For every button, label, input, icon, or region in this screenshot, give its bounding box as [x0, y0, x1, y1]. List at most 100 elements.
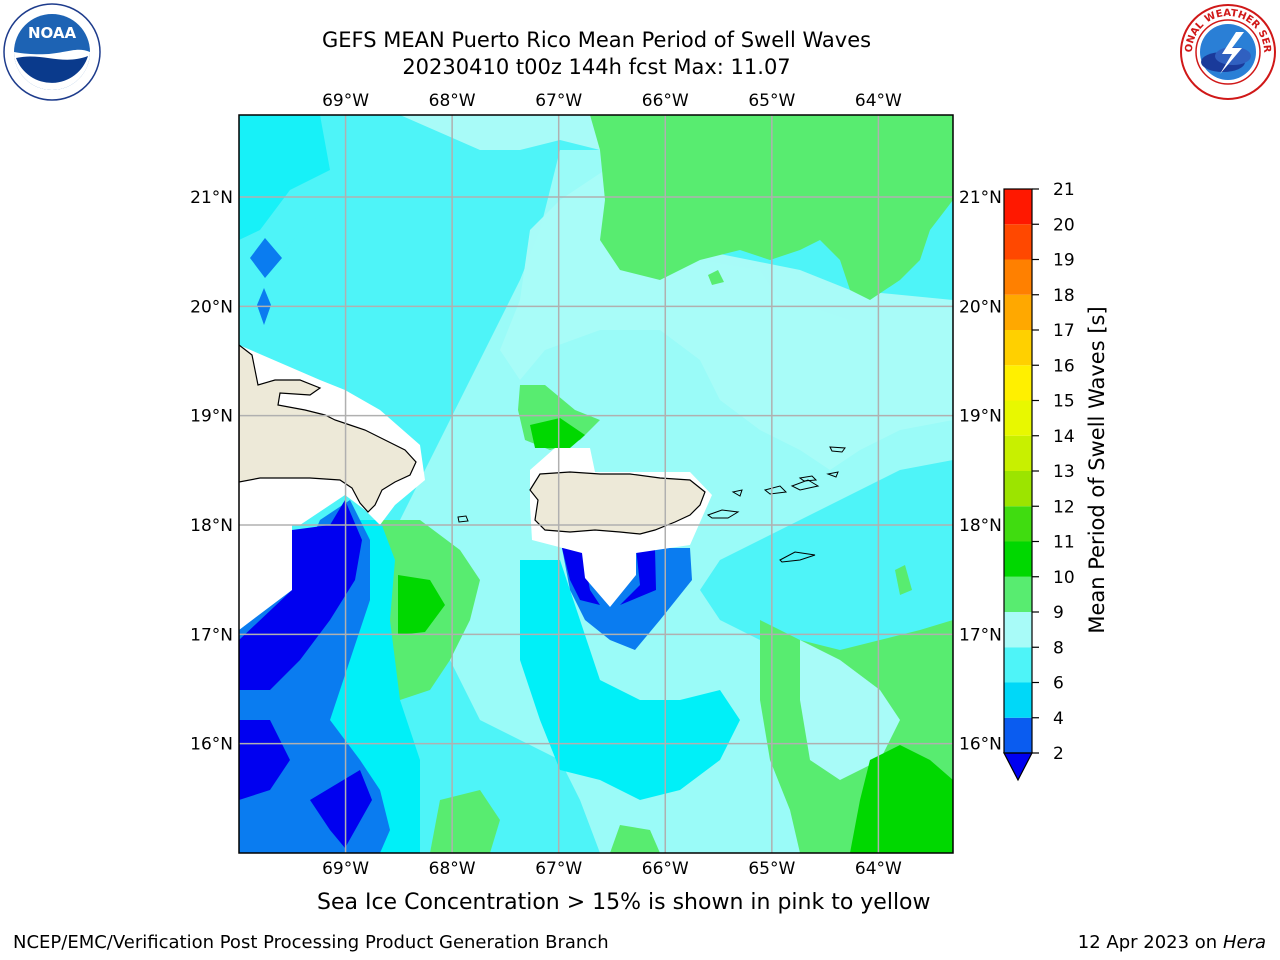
colorbar-tick-label: 2	[1053, 744, 1064, 764]
hispaniola-land	[239, 344, 417, 513]
axis-tick-labels: 69°W 69°W 68°W 68°W 67°W 67°W 66°W 66°W 65°W 65°W…	[190, 91, 1002, 879]
lon-label-bottom: 65°W	[748, 859, 795, 879]
colorbar-under-arrow	[1003, 752, 1033, 782]
lat-label-right: 17°N	[959, 625, 1002, 645]
colorbar-tick-label: 4	[1053, 709, 1064, 729]
swell-field-9-10-s	[430, 790, 500, 853]
gridlines	[239, 115, 953, 853]
colorbar-frame	[1003, 188, 1033, 754]
colorbar-tick-label: 11	[1053, 533, 1075, 553]
lat-label-left: 18°N	[190, 516, 233, 536]
swell-field-9-10-se	[760, 620, 953, 853]
anegada-island	[829, 446, 846, 453]
colorbar-bin	[1004, 400, 1032, 436]
swell-field-9-10-sw	[370, 520, 480, 700]
lon-label-top: 65°W	[748, 91, 795, 111]
swell-field-under2-west	[239, 500, 362, 690]
colorbar: 2 4 6 8 9 10 11 12 13 14 15 16 17 18 19 20 21	[1003, 180, 1075, 782]
colorbar-bin	[1004, 471, 1032, 507]
swell-field-4-6-south	[520, 560, 740, 800]
swell-field-8-9-central	[400, 150, 953, 853]
culebra-island	[731, 489, 743, 497]
colorbar-bin	[1004, 259, 1032, 295]
lat-label-right: 20°N	[959, 297, 1002, 317]
puerto-rico-land	[529, 471, 706, 535]
swell-field-2-4-nw2	[257, 288, 271, 325]
lat-label-left: 16°N	[190, 735, 233, 755]
map-subtitle: 20230410 t00z 144h fcst Max: 11.07	[402, 55, 791, 79]
colorbar-tick-label: 6	[1053, 674, 1064, 694]
swell-field-9-10-pr-north	[518, 385, 600, 450]
noaa-logo-icon: NOAA	[3, 3, 101, 101]
footer-date-text: 12 Apr 2023 on	[1077, 932, 1223, 953]
swell-field-2-4-west	[239, 500, 390, 853]
colorbar-bin	[1004, 682, 1032, 718]
swell-field-6-nw	[239, 115, 330, 240]
nws-logo-icon: NATIONAL WEATHER SERVICE	[1178, 2, 1276, 100]
swell-field-9-10-ne	[590, 115, 953, 300]
colorbar-tick-label: 15	[1053, 392, 1075, 412]
lon-label-bottom: 67°W	[535, 859, 582, 879]
map-frame	[238, 114, 954, 854]
swell-field-2-4-pr-south	[562, 548, 692, 650]
colorbar-label: Mean Period of Swell Waves [s]	[1085, 306, 1109, 633]
lon-label-bottom: 68°W	[429, 859, 476, 879]
footer-date: 12 Apr 2023 on Hera	[1078, 932, 1266, 953]
colorbar-bin	[1004, 576, 1032, 612]
lon-label-bottom: 64°W	[855, 859, 902, 879]
swell-field-base	[239, 115, 953, 853]
colorbar-tick-label: 20	[1053, 215, 1075, 235]
colorbar-tick-label: 14	[1053, 427, 1075, 447]
vieques-island	[706, 509, 740, 519]
colorbar-tick-label: 13	[1053, 462, 1075, 482]
swell-field-under2-pr2	[620, 548, 656, 605]
no-data-hispaniola	[239, 345, 425, 630]
lat-label-left: 20°N	[190, 297, 233, 317]
lon-label-top: 66°W	[642, 91, 689, 111]
colorbar-tick-label: 21	[1053, 180, 1075, 200]
swell-field-2-4-nw1	[250, 238, 282, 278]
st-croix-island	[779, 551, 816, 563]
swell-field-under2-west3	[310, 770, 372, 848]
swell-field-under2-pr1	[562, 548, 600, 605]
lon-label-top: 64°W	[855, 91, 902, 111]
swell-field-under2-west2	[239, 720, 290, 800]
colorbar-tick-label: 19	[1053, 251, 1075, 271]
swell-field-9-10-spot2	[895, 565, 912, 595]
lat-label-right: 18°N	[959, 516, 1002, 536]
lat-label-right: 19°N	[959, 407, 1002, 427]
swell-field-9-10-s2	[610, 825, 660, 853]
swell-field-6-8-nw	[239, 115, 420, 270]
colorbar-tick-label: 8	[1053, 638, 1064, 658]
lon-label-top: 69°W	[322, 91, 369, 111]
swell-field-10-11-se	[850, 745, 953, 853]
footer-host: Hera	[1222, 932, 1266, 953]
lon-label-bottom: 66°W	[642, 859, 689, 879]
colorbar-bin	[1004, 506, 1032, 542]
swell-field-4-6-west	[300, 520, 420, 853]
swell-field-10-11-sw	[398, 575, 445, 635]
colorbar-bin	[1004, 541, 1032, 577]
colorbar-bin	[1004, 435, 1032, 471]
lat-label-left: 21°N	[190, 188, 233, 208]
virgin-gorda-island	[826, 471, 839, 478]
mona-island	[457, 515, 469, 523]
colorbar-tick-label: 18	[1053, 286, 1075, 306]
colorbar-tick-label: 10	[1053, 568, 1075, 588]
lon-label-top: 68°W	[429, 91, 476, 111]
map-plot-area	[239, 115, 953, 853]
lat-label-right: 21°N	[959, 188, 1002, 208]
footer-credit: NCEP/EMC/Verification Post Processing Pr…	[13, 932, 609, 953]
swell-field-9-10-spot	[708, 270, 724, 285]
lon-label-top: 67°W	[535, 91, 582, 111]
colorbar-bin	[1004, 294, 1032, 330]
colorbar-bin	[1004, 717, 1032, 753]
colorbar-bin	[1004, 647, 1032, 683]
lat-label-left: 17°N	[190, 625, 233, 645]
st-thomas-island	[763, 485, 788, 495]
noaa-logo-text: NOAA	[28, 24, 77, 42]
lon-label-bottom: 69°W	[322, 859, 369, 879]
map-title: GEFS MEAN Puerto Rico Mean Period of Swe…	[321, 28, 872, 52]
swell-field-8-9-se	[800, 640, 900, 780]
